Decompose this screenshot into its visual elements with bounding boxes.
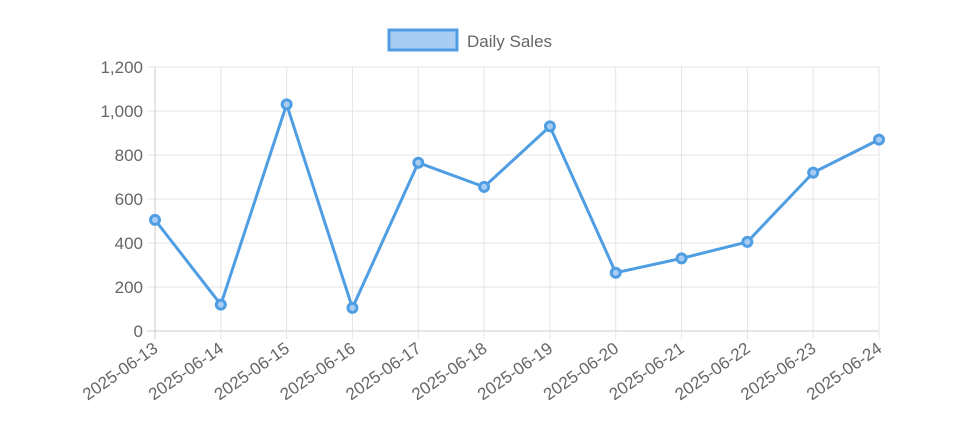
y-tick-label: 400 bbox=[115, 234, 143, 253]
y-tick-label: 0 bbox=[134, 322, 143, 341]
data-point bbox=[873, 133, 885, 146]
y-tick-label: 1,200 bbox=[100, 58, 143, 77]
y-tick-label: 600 bbox=[115, 190, 143, 209]
data-point bbox=[609, 266, 622, 279]
data-point bbox=[280, 98, 293, 111]
x-axis: 2025-06-132025-06-142025-06-152025-06-16… bbox=[79, 339, 885, 404]
data-point bbox=[543, 120, 556, 133]
y-tick-label: 200 bbox=[115, 278, 143, 297]
data-point bbox=[675, 252, 688, 265]
grid bbox=[147, 66, 880, 339]
x-tick-label: 2025-06-24 bbox=[803, 339, 885, 404]
series-line bbox=[153, 102, 880, 310]
legend[interactable]: Daily Sales bbox=[387, 28, 552, 52]
data-point bbox=[149, 213, 161, 226]
series-daily-sales bbox=[149, 98, 885, 314]
data-point bbox=[807, 166, 820, 179]
y-axis: 0 200 400 600 800 1,000 1,200 bbox=[100, 58, 143, 341]
y-tick-label: 1,000 bbox=[100, 102, 143, 121]
legend-label[interactable]: Daily Sales bbox=[467, 32, 552, 51]
y-tick-label: 800 bbox=[115, 146, 143, 165]
legend-swatch[interactable] bbox=[387, 28, 459, 52]
data-point bbox=[478, 180, 491, 193]
data-point bbox=[346, 301, 359, 314]
data-point bbox=[412, 156, 425, 169]
data-point bbox=[214, 298, 227, 311]
data-point bbox=[741, 235, 754, 248]
